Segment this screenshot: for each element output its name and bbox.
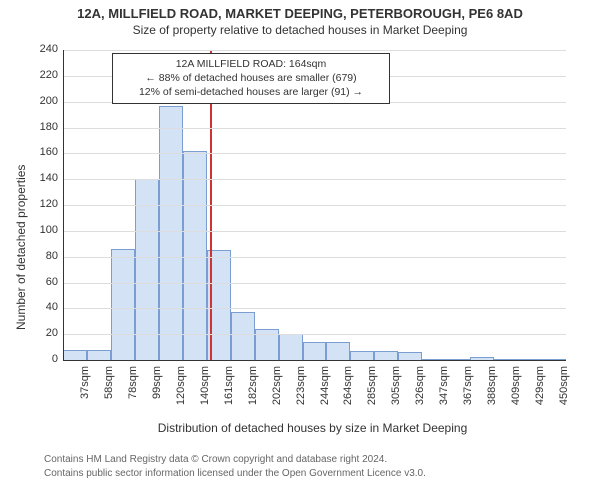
x-tick-label: 140sqm <box>199 366 211 416</box>
y-tick-label: 160 <box>28 146 58 158</box>
histogram-bar <box>374 351 398 360</box>
histogram-bar <box>303 342 327 360</box>
y-axis-label: Number of detached properties <box>14 50 28 330</box>
histogram-bar <box>231 312 255 360</box>
histogram-bar <box>326 342 350 360</box>
y-tick-label: 240 <box>28 43 58 55</box>
x-tick-label: 326sqm <box>414 366 426 416</box>
histogram-bar <box>279 334 303 360</box>
y-tick-label: 40 <box>28 301 58 313</box>
x-tick-label: 223sqm <box>295 366 307 416</box>
footer-line-2: Contains public sector information licen… <box>44 467 426 481</box>
footer-line-1: Contains HM Land Registry data © Crown c… <box>44 453 426 467</box>
x-tick-label: 367sqm <box>462 366 474 416</box>
grid-line <box>63 334 566 335</box>
annotation-line-1: 12A MILLFIELD ROAD: 164sqm <box>119 57 383 71</box>
grid-line <box>63 205 566 206</box>
x-tick-label: 78sqm <box>127 366 139 416</box>
grid-line <box>63 308 566 309</box>
histogram-bar <box>350 351 374 360</box>
x-tick-label: 202sqm <box>271 366 283 416</box>
histogram-bar <box>111 249 135 360</box>
annotation-line-2: ← 88% of detached houses are smaller (67… <box>119 71 383 85</box>
y-tick-label: 0 <box>28 353 58 365</box>
x-tick-label: 120sqm <box>175 366 187 416</box>
x-tick-label: 37sqm <box>79 366 91 416</box>
x-tick-label: 388sqm <box>486 366 498 416</box>
histogram-bar <box>398 352 422 360</box>
x-tick-label: 244sqm <box>319 366 331 416</box>
x-tick-label: 264sqm <box>342 366 354 416</box>
annotation-line-3: 12% of semi-detached houses are larger (… <box>119 85 383 99</box>
x-tick-label: 305sqm <box>390 366 402 416</box>
y-tick-label: 120 <box>28 198 58 210</box>
x-tick-label: 182sqm <box>247 366 259 416</box>
x-tick-label: 58sqm <box>103 366 115 416</box>
grid-line <box>63 231 566 232</box>
grid-line <box>63 128 566 129</box>
annotation-box: 12A MILLFIELD ROAD: 164sqm ← 88% of deta… <box>112 53 390 104</box>
grid-line <box>63 50 566 51</box>
x-tick-label: 347sqm <box>438 366 450 416</box>
grid-line <box>63 283 566 284</box>
histogram-bar <box>87 350 111 360</box>
x-tick-label: 429sqm <box>534 366 546 416</box>
x-tick-label: 285sqm <box>366 366 378 416</box>
footer: Contains HM Land Registry data © Crown c… <box>44 453 426 480</box>
grid-line <box>63 179 566 180</box>
x-tick-label: 99sqm <box>151 366 163 416</box>
y-tick-label: 180 <box>28 121 58 133</box>
y-tick-label: 80 <box>28 250 58 262</box>
histogram-bar <box>63 350 87 360</box>
x-axis-label: Distribution of detached houses by size … <box>60 421 565 435</box>
histogram-bar <box>183 151 207 360</box>
x-tick-label: 409sqm <box>510 366 522 416</box>
y-tick-label: 60 <box>28 276 58 288</box>
grid-line <box>63 257 566 258</box>
y-tick-label: 100 <box>28 224 58 236</box>
chart-title: 12A, MILLFIELD ROAD, MARKET DEEPING, PET… <box>0 0 600 21</box>
x-axis <box>63 360 566 361</box>
histogram-chart: 12A, MILLFIELD ROAD, MARKET DEEPING, PET… <box>0 0 600 500</box>
y-axis <box>63 50 64 360</box>
x-tick-label: 161sqm <box>223 366 235 416</box>
y-tick-label: 200 <box>28 95 58 107</box>
y-tick-label: 20 <box>28 327 58 339</box>
y-tick-label: 220 <box>28 69 58 81</box>
y-tick-label: 140 <box>28 172 58 184</box>
x-tick-label: 450sqm <box>558 366 570 416</box>
histogram-bar <box>135 179 159 360</box>
chart-subtitle: Size of property relative to detached ho… <box>0 21 600 37</box>
histogram-bar <box>159 106 183 360</box>
grid-line <box>63 153 566 154</box>
